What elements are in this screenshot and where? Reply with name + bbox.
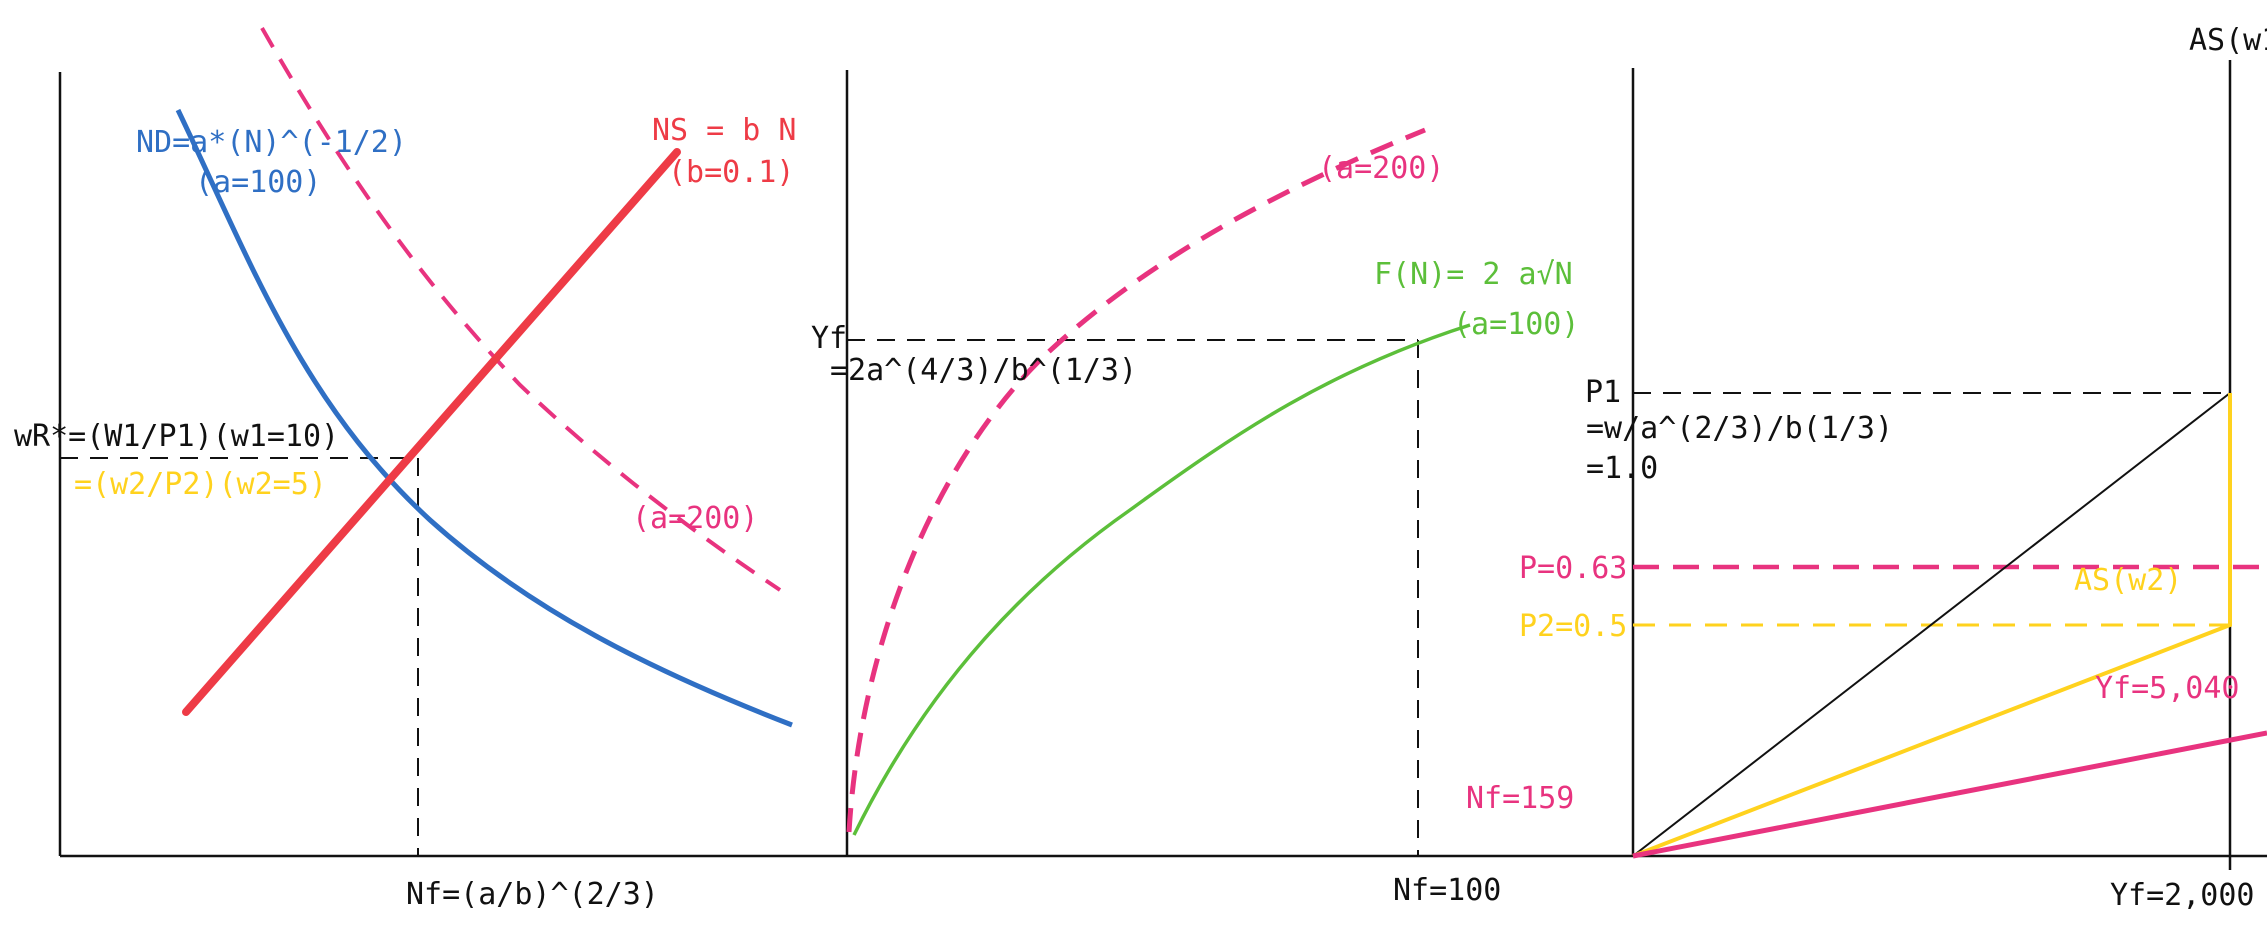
- fn-param-label: (a=100): [1453, 307, 1579, 342]
- p063-label: P=0.63: [1519, 551, 1627, 586]
- as-w2-line: [1632, 393, 2232, 858]
- yf5040-label: Yf=5,040: [2095, 671, 2240, 706]
- ns-line: [182, 148, 681, 716]
- as-pink-line: [1632, 730, 2267, 859]
- production-curve-a200-dashed: [846, 127, 1426, 833]
- p2-label: P2=0.5: [1519, 609, 1627, 644]
- as-w1-label: AS(w1: [2189, 23, 2267, 58]
- ns-param-label: (b=0.1): [668, 155, 794, 190]
- yf-label: Yf: [811, 321, 847, 356]
- nf159-label: Nf=159: [1466, 781, 1574, 816]
- left-panel: ND=a*(N)^(-1/2) (a=100) NS = b N (b=0.1)…: [14, 27, 797, 912]
- yf-formula-label: =2a^(4/3)/b^(1/3): [830, 353, 1137, 388]
- p1-formula-label: =w/a^(2/3)/b(1/3): [1586, 411, 1893, 446]
- nd-shift-label: (a=200): [632, 501, 758, 536]
- ns-formula-label: NS = b N: [652, 113, 797, 148]
- right-panel: AS(w1 P1 =w/a^(2/3)/b(1/3) =1.0 P=0.63 A…: [1519, 23, 2267, 913]
- middle-panel: (a=200) F(N)= 2 a√N (a=100) Yf =2a^(4/3)…: [811, 127, 1579, 908]
- production-curve-a100: [852, 323, 1471, 836]
- nd-formula-label: ND=a*(N)^(-1/2): [136, 125, 407, 160]
- nd-curve-a100: [175, 108, 793, 728]
- p1-value-label: =1.0: [1586, 451, 1658, 486]
- as-w2-label: AS(w2): [2074, 563, 2182, 598]
- yf2000-label: Yf=2,000: [2110, 878, 2255, 913]
- wr-label: wR*=(W1/P1)(w1=10): [14, 419, 339, 454]
- p1-label: P1: [1585, 375, 1621, 410]
- wr2-label: =(w2/P2)(w2=5): [74, 467, 327, 502]
- nd-curve-a200-dashed: [260, 27, 782, 592]
- nd-param-label: (a=100): [195, 165, 321, 200]
- nf-formula-label: Nf=(a/b)^(2/3): [406, 877, 659, 912]
- axes: [58, 60, 2267, 870]
- fn-shift-label: (a=200): [1318, 151, 1444, 186]
- nf100-label: Nf=100: [1393, 873, 1501, 908]
- as-w1-line: [1632, 392, 2231, 857]
- fn-formula-label: F(N)= 2 a√N: [1374, 257, 1573, 292]
